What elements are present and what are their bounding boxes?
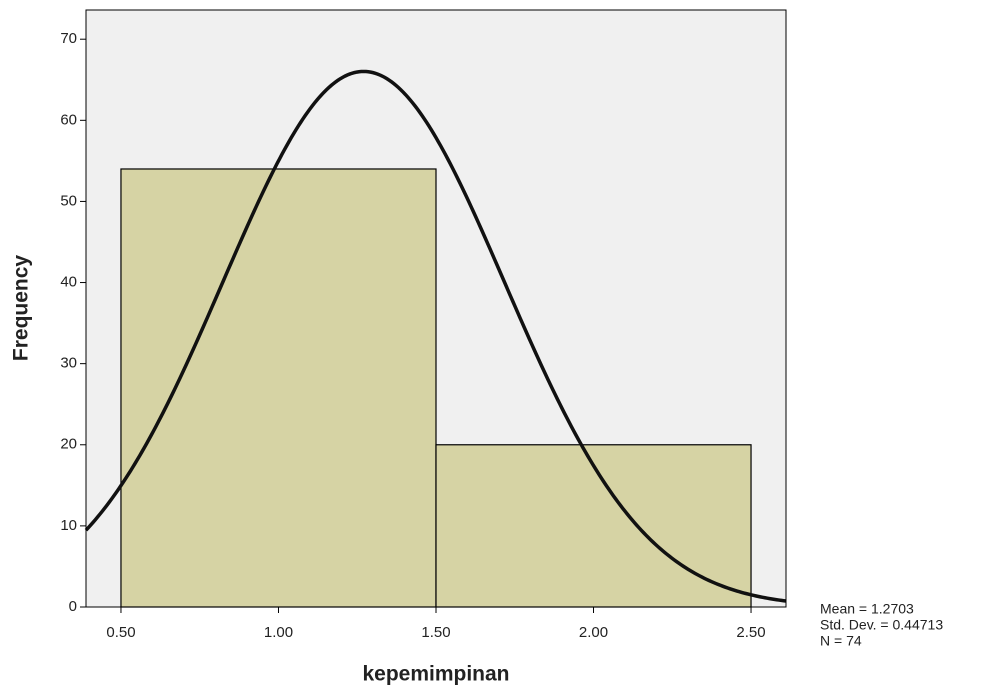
stat-label: N = 74 — [820, 633, 862, 649]
stat-label: Mean = 1.2703 — [820, 601, 914, 617]
x-tick-label: 1.50 — [421, 624, 450, 641]
y-tick-label: 30 — [60, 355, 77, 372]
x-tick-label: 2.50 — [736, 624, 765, 641]
x-tick-label: 0.50 — [106, 624, 135, 641]
bar — [435, 444, 752, 608]
x-axis-title: kepemimpinan — [362, 663, 509, 686]
plot-frame — [85, 9, 787, 608]
y-tick-label: 10 — [60, 517, 77, 534]
bar — [120, 168, 437, 608]
normal-curve — [84, 69, 787, 603]
y-tick-label: 0 — [69, 598, 77, 615]
x-tick-label: 1.00 — [264, 624, 293, 641]
y-tick-label: 40 — [60, 274, 77, 291]
stat-label: Std. Dev. = 0.44713 — [820, 617, 943, 633]
y-tick-label: 20 — [60, 436, 77, 453]
y-tick-label: 70 — [60, 30, 77, 47]
y-axis-title: Frequency — [10, 255, 33, 362]
y-tick-label: 50 — [60, 192, 77, 209]
x-tick-label: 2.00 — [579, 624, 608, 641]
y-tick-label: 60 — [60, 111, 77, 128]
